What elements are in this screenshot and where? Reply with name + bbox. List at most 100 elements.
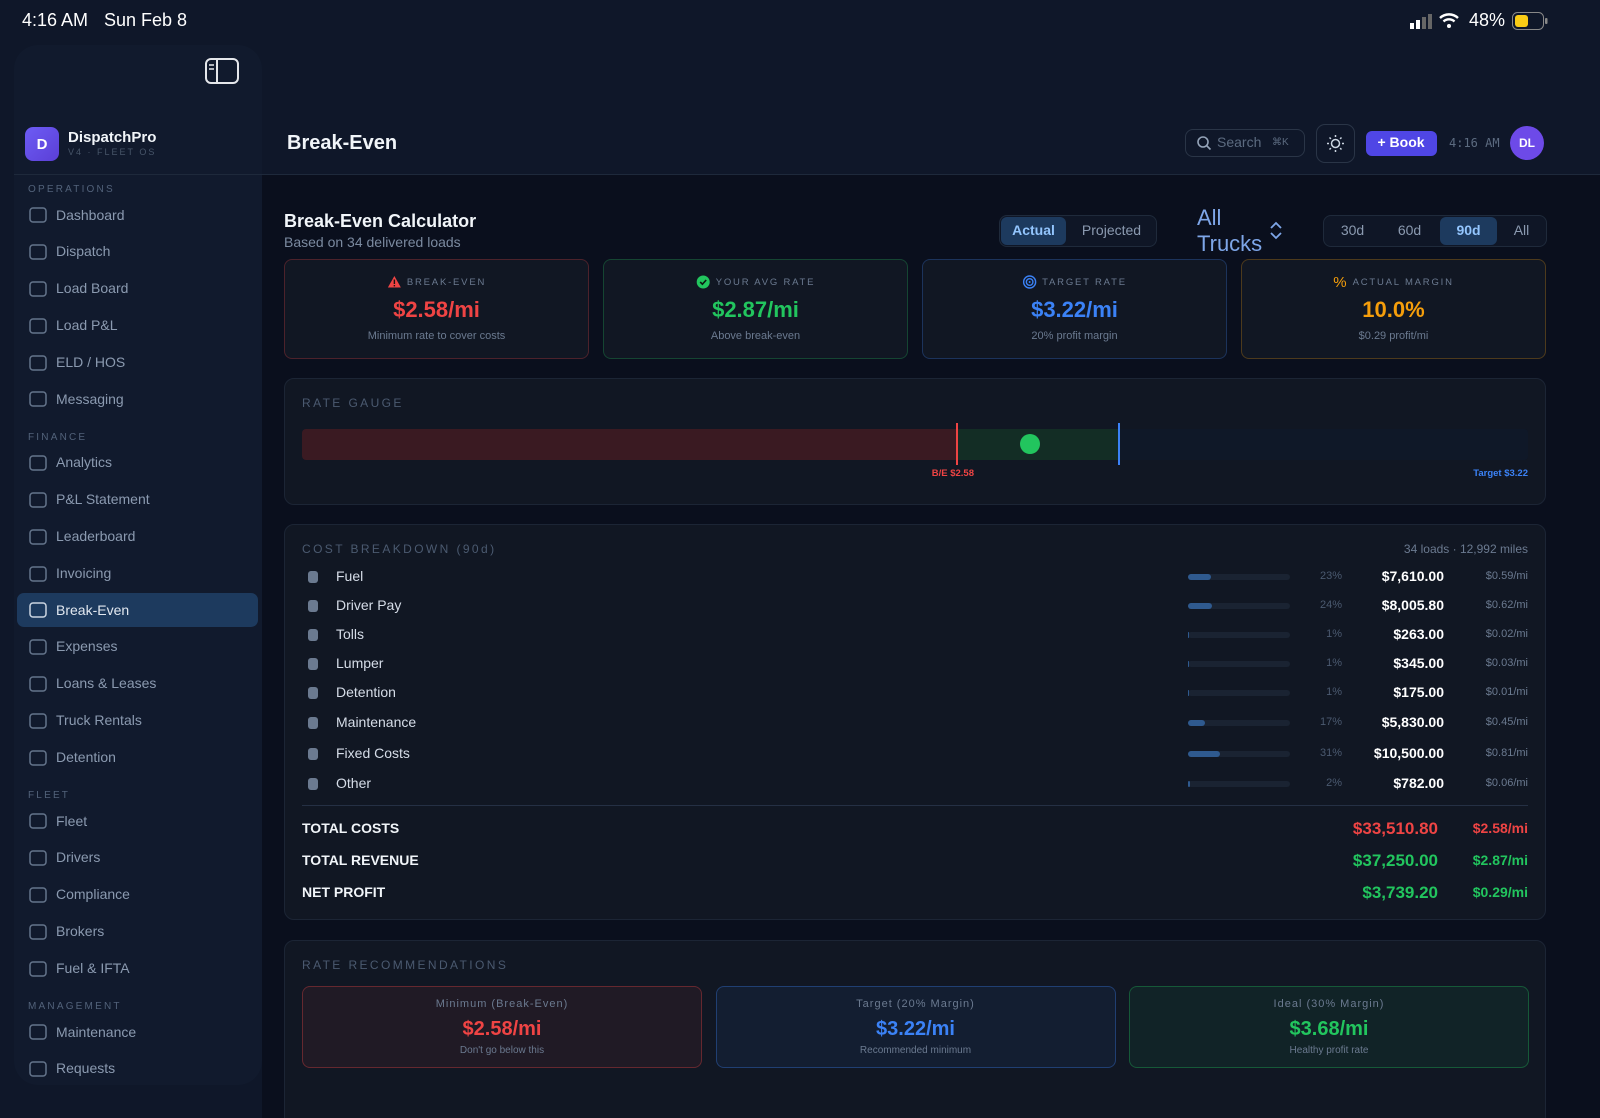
nav-item[interactable]: Dispatch: [56, 243, 111, 260]
truck-filter[interactable]: All Trucks: [1197, 205, 1263, 256]
book-button[interactable]: [1366, 131, 1437, 156]
nav-item[interactable]: Load P&L: [56, 317, 118, 333]
cost-bar-track: [1188, 661, 1290, 667]
cost-bar: [1188, 574, 1212, 580]
avatar-initials: DL: [1519, 135, 1535, 150]
theme-toggle[interactable]: [1316, 124, 1355, 163]
cost-icon: [308, 717, 318, 729]
recommendation-card: [1129, 986, 1529, 1068]
nav-icon: [29, 455, 47, 471]
sun-icon: [1327, 135, 1344, 152]
nav-item[interactable]: Load Board: [56, 280, 129, 297]
nav-item[interactable]: Detention: [56, 748, 116, 765]
cost-per-mile: $0.62/mi: [1485, 599, 1528, 612]
metric-note: Minimum rate to cover costs: [367, 330, 506, 343]
cost-name: Other: [336, 775, 372, 792]
nav-item[interactable]: Maintenance: [56, 1023, 137, 1040]
nav-item[interactable]: Fuel & IFTA: [56, 959, 130, 976]
cost-name: Tolls: [336, 626, 365, 643]
cost-per-mile: $0.06/mi: [1485, 777, 1528, 790]
nav-icon: [29, 850, 47, 866]
gauge-loss-zone: [302, 429, 957, 460]
cost-divider: [302, 805, 1528, 806]
nav-item[interactable]: Requests: [56, 1060, 116, 1077]
nav-item[interactable]: Loans & Leases: [56, 675, 157, 692]
search-box[interactable]: [1185, 129, 1305, 157]
cost-per-mile: $0.01/mi: [1485, 686, 1528, 699]
app-version: V4 · FLEET OS: [68, 146, 157, 157]
nav-icon: [29, 602, 47, 619]
cost-icon: [308, 629, 318, 641]
avg-rate-dot: [1020, 434, 1041, 454]
nav-icon: [29, 713, 47, 729]
cost-bar-track: [1188, 690, 1290, 696]
nav-item-active[interactable]: [17, 593, 258, 628]
nav-icon: [29, 244, 47, 260]
recommendation-title: Minimum (Break-Even): [435, 998, 569, 1011]
mode-option[interactable]: Projected: [1081, 222, 1142, 239]
cost-amount: $7,610.00: [1381, 568, 1444, 585]
page-title: Break-Even: [287, 132, 398, 154]
metric-card: [1241, 259, 1546, 359]
nav-icon: [29, 960, 47, 977]
cost-title: COST BREAKDOWN (90d): [302, 541, 497, 556]
metric-note: Above break-even: [710, 330, 801, 343]
cost-panel: [284, 524, 1546, 920]
cost-bar: [1188, 661, 1190, 667]
recommendation-note: Recommended minimum: [859, 1045, 972, 1056]
nav-item[interactable]: Dashboard: [56, 206, 125, 223]
cost-name: Driver Pay: [336, 597, 402, 614]
total-label: TOTAL COSTS: [302, 820, 400, 837]
nav-item[interactable]: Leaderboard: [56, 528, 136, 544]
period-option[interactable]: 30d: [1340, 222, 1365, 239]
cost-share: 1%: [1326, 657, 1342, 670]
mode-option[interactable]: Actual: [1012, 222, 1055, 239]
search-shortcut: ⌘K: [1272, 137, 1289, 148]
status-battery: 48%: [1468, 10, 1505, 31]
cost-share: 23%: [1319, 570, 1342, 583]
cost-bar-track: [1188, 632, 1290, 638]
cost-amount: $10,500.00: [1373, 745, 1444, 762]
avatar[interactable]: [1510, 126, 1544, 160]
select-chevron: [1270, 221, 1282, 240]
nav-item[interactable]: Analytics: [56, 454, 113, 471]
cost-per-mile: $0.03/mi: [1485, 657, 1528, 670]
nav-item[interactable]: Compliance: [56, 886, 130, 903]
period-option[interactable]: 60d: [1397, 222, 1422, 239]
metric-label: TARGET RATE: [1042, 276, 1127, 288]
recommendation-value: $3.68/mi: [1289, 1018, 1369, 1040]
search-placeholder: Search: [1217, 134, 1262, 151]
calculator-title: Break-Even Calculator: [284, 211, 477, 232]
book-label: + Book: [1377, 134, 1425, 151]
nav-item[interactable]: Brokers: [56, 923, 105, 939]
header-time: 4:16 AM: [1449, 135, 1500, 150]
signal-icon: [1410, 14, 1432, 29]
status-date: Sun Feb 8: [104, 10, 188, 31]
cost-bar-track: [1188, 603, 1290, 609]
nav-item[interactable]: ELD / HOS: [56, 353, 126, 370]
period-option[interactable]: 90d: [1456, 222, 1481, 239]
recommendations-title: RATE RECOMMENDATIONS: [302, 957, 509, 972]
nav-item[interactable]: Invoicing: [56, 564, 112, 581]
nav-item[interactable]: Messaging: [56, 390, 124, 407]
nav-item[interactable]: P&L Statement: [56, 491, 150, 508]
search-icon: [1197, 136, 1212, 151]
nav-icon: [29, 281, 47, 297]
logo-badge[interactable]: [25, 127, 59, 161]
nav-item[interactable]: Fleet: [56, 812, 88, 829]
cost-name: Lumper: [336, 655, 384, 672]
nav-item[interactable]: Drivers: [56, 849, 101, 866]
cost-per-mile: $0.45/mi: [1485, 716, 1528, 729]
nav-item[interactable]: Break-Even: [56, 601, 130, 618]
metric-value: 10.0%: [1362, 296, 1425, 322]
cost-bar-track: [1188, 751, 1290, 757]
nav-item[interactable]: Truck Rentals: [56, 712, 142, 728]
cost-bar-track: [1188, 781, 1290, 787]
total-label: TOTAL REVENUE: [302, 852, 419, 869]
nav-icon: [29, 813, 47, 830]
period-option[interactable]: All: [1513, 222, 1530, 239]
metric-label: BREAK-EVEN: [406, 276, 487, 288]
nav-item[interactable]: Expenses: [56, 638, 118, 655]
recommendation-title: Ideal (30% Margin): [1273, 998, 1385, 1011]
recommendation-value: $2.58/mi: [462, 1018, 542, 1040]
